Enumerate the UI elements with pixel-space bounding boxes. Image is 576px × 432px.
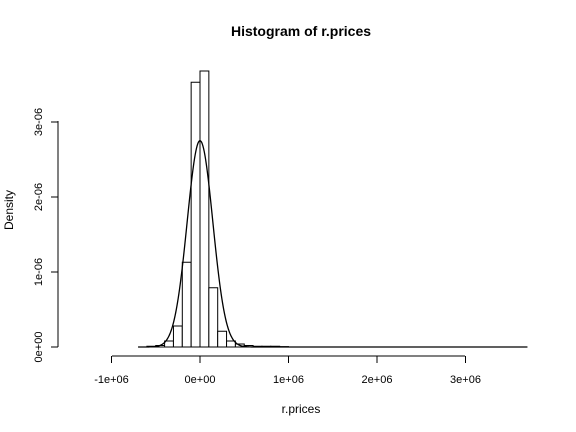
y-tick-label: 2e-06 (33, 183, 45, 211)
y-axis-label: Density (2, 190, 16, 230)
histogram-bar (208, 287, 219, 348)
x-tick-label: -1e+06 (94, 374, 129, 386)
histogram-bars (146, 70, 289, 348)
y-tick-label: 0e+00 (33, 332, 45, 363)
y-tick-label: 1e-06 (33, 258, 45, 286)
x-axis-ticks: -1e+06 0e+00 1e+06 2e+06 3e+06 (94, 356, 481, 386)
x-tick-label: 3e+06 (450, 374, 481, 386)
x-axis-label: r.prices (282, 402, 321, 416)
histogram-bar (172, 325, 183, 348)
y-axis-ticks: 0e+00 1e-06 2e-06 3e-06 (33, 108, 58, 363)
histogram-bar (181, 261, 192, 348)
y-tick-label: 3e-06 (33, 108, 45, 136)
histogram-bar (199, 70, 210, 348)
histogram-bar (217, 330, 228, 348)
histogram-bar (190, 81, 201, 348)
x-tick-label: 0e+00 (185, 374, 216, 386)
x-tick-label: 2e+06 (362, 374, 393, 386)
x-tick-label: 1e+06 (273, 374, 304, 386)
density-curve (138, 140, 528, 348)
chart-title: Histogram of r.prices (231, 23, 371, 39)
